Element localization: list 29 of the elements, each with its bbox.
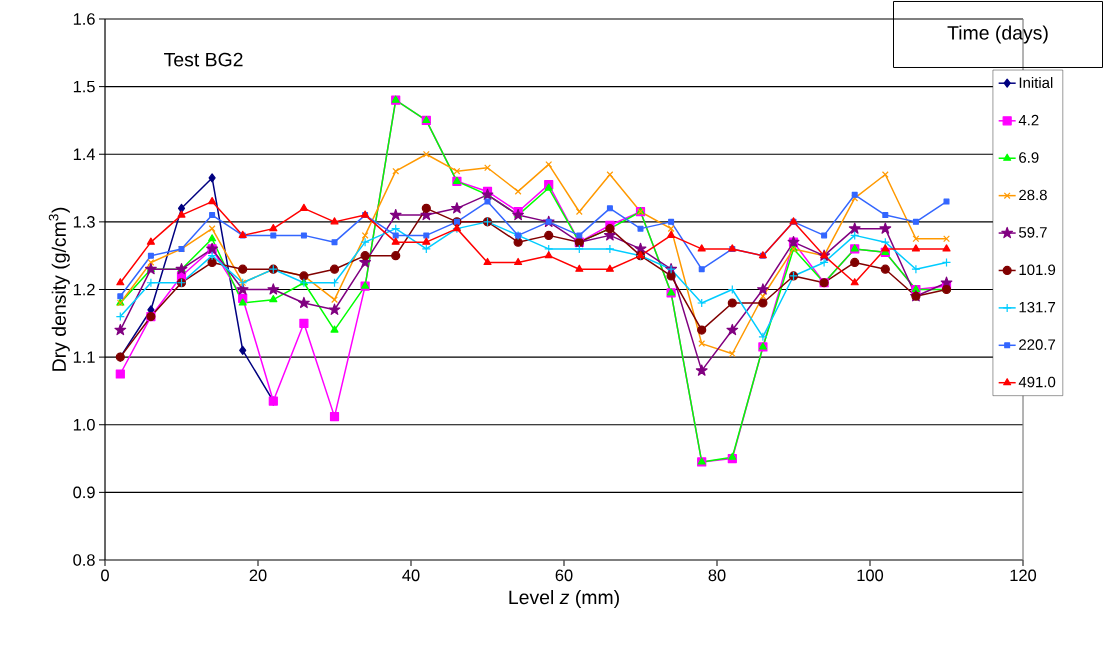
legend-label: Initial <box>1019 77 1053 89</box>
legend-label: 6.9 <box>1019 152 1039 163</box>
legend-label: 101.9 <box>1019 264 1056 276</box>
legend-label: 59.7 <box>1019 227 1047 238</box>
x-tick-label: 100 <box>857 569 884 582</box>
y-tick-label: 1.0 <box>73 418 95 431</box>
legend-title: Time (days) <box>947 25 1048 44</box>
legend-label: 131.7 <box>1019 301 1056 313</box>
y-tick-label: 0.9 <box>73 486 95 499</box>
y-tick-label: 1.2 <box>73 283 95 296</box>
legend-label: 220.7 <box>1019 339 1056 350</box>
x-tick-label: 120 <box>1010 569 1037 582</box>
y-tick-label: 1.3 <box>73 216 95 228</box>
y-tick-label: 1.1 <box>73 351 95 363</box>
y-tick-label: 1.6 <box>73 13 95 25</box>
x-tick-label: 60 <box>555 569 573 582</box>
x-tick-label: 40 <box>402 569 420 582</box>
x-axis-title: Level z (mm) <box>509 589 619 609</box>
x-tick-label: 20 <box>249 569 267 582</box>
y-tick-label: 1.5 <box>73 80 95 93</box>
y-tick-label: 1.4 <box>73 148 95 160</box>
x-tick-label: 0 <box>101 569 109 582</box>
x-tick-label: 80 <box>708 569 726 582</box>
y-axis-title: Dry density (g/cm$^{3}$) <box>48 207 70 371</box>
text: Test BG2 <box>164 52 243 67</box>
y-tick-label: 0.8 <box>73 554 95 566</box>
legend-label: 4.2 <box>1018 114 1039 126</box>
legend-label: 491.0 <box>1018 376 1056 388</box>
legend-label: 28.8 <box>1019 189 1047 201</box>
